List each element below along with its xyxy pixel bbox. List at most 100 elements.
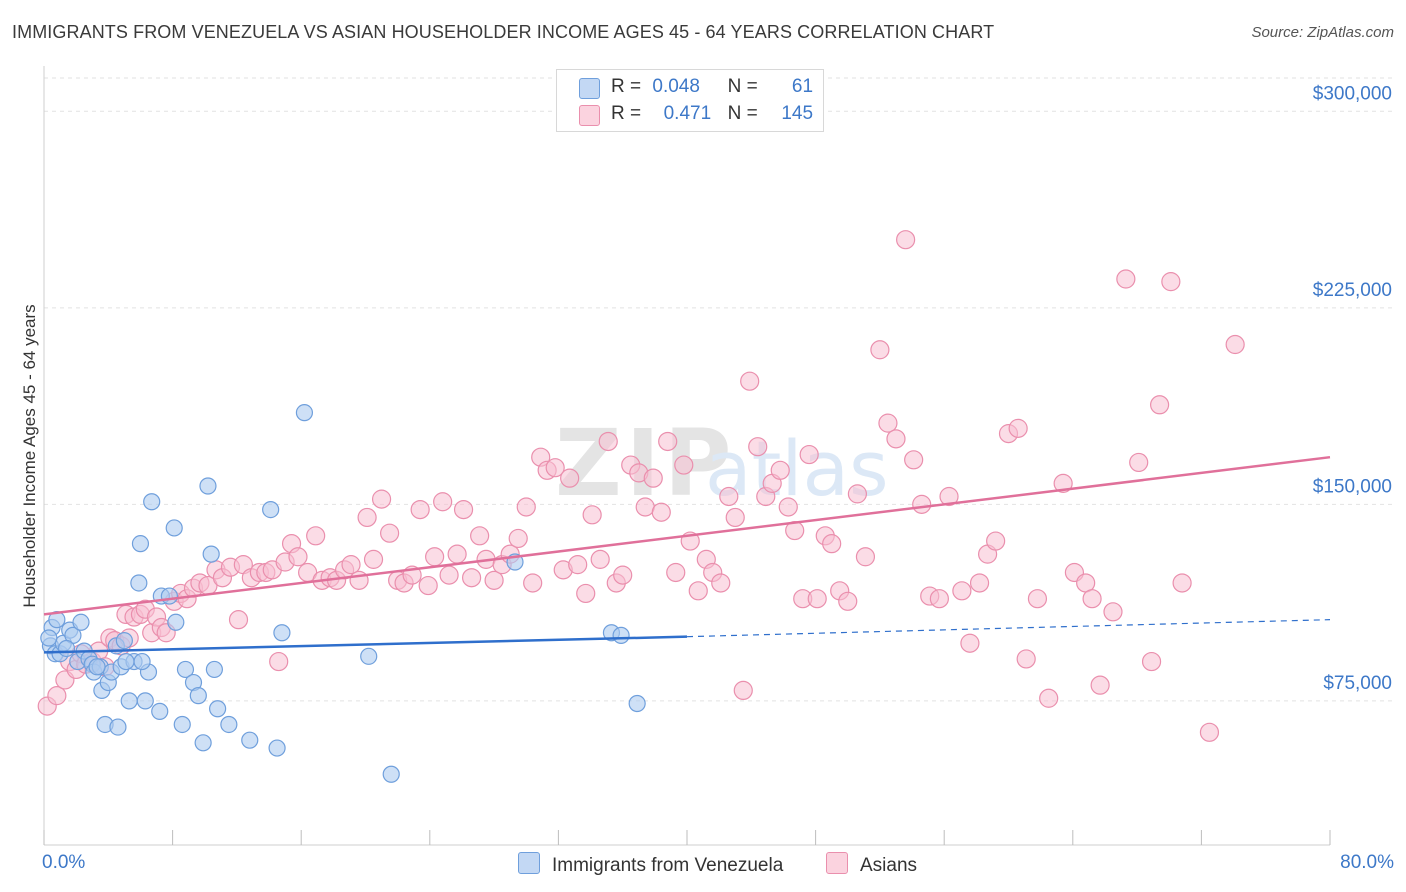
venezuela-point — [382, 765, 400, 783]
r-label: R = — [611, 103, 642, 124]
venezuela-trend-extension — [686, 619, 1331, 638]
y-tick-label: $225,000 — [1313, 280, 1392, 301]
asians-point — [461, 568, 482, 588]
venezuela-point — [115, 632, 133, 650]
asians-point — [1150, 395, 1170, 415]
asians-point — [878, 413, 898, 433]
venezuela-point — [40, 629, 58, 647]
asians-point — [674, 455, 694, 475]
asians-point — [635, 497, 655, 517]
asians-point — [1161, 272, 1181, 292]
asians-point — [711, 573, 731, 593]
r-value-asians: 0.471 — [663, 103, 712, 124]
asians-point — [1039, 688, 1059, 708]
asians-point — [740, 371, 760, 391]
venezuela-point — [241, 731, 259, 749]
asians-point — [433, 492, 453, 512]
asians-point — [748, 437, 768, 457]
asians-point — [447, 544, 467, 564]
asians-point — [733, 680, 753, 701]
asians-point — [929, 589, 949, 609]
asians-point — [590, 549, 610, 569]
asians-point — [896, 230, 916, 250]
asians-point — [658, 431, 678, 452]
venezuela-point — [199, 477, 217, 495]
asians-point — [838, 591, 858, 611]
asians-point — [1082, 589, 1102, 609]
chart-title: IMMIGRANTS FROM VENEZUELA VS ASIAN HOUSE… — [12, 22, 995, 42]
asians-point — [523, 573, 543, 593]
asians-point — [357, 507, 377, 528]
asians-point — [508, 528, 528, 549]
legend-item-venezuela: Immigrants from Venezuela — [518, 852, 783, 877]
legend-label-asians: Asians — [860, 855, 918, 876]
asians-point — [725, 507, 745, 528]
asians-point — [666, 562, 686, 583]
asians-point — [545, 458, 565, 478]
asians-point — [470, 526, 490, 546]
venezuela-point — [360, 647, 378, 665]
asians-point — [1141, 651, 1162, 672]
asians-point — [439, 565, 459, 585]
asians-point — [643, 468, 663, 488]
asians-point — [960, 633, 980, 653]
asians-point — [1225, 334, 1245, 355]
asians-point — [1129, 452, 1149, 473]
asians-point — [425, 547, 445, 567]
y-tick-label: $150,000 — [1313, 476, 1392, 497]
venezuela-point — [136, 692, 154, 710]
asians-point — [986, 531, 1006, 551]
venezuela-point — [109, 718, 127, 736]
asians-points — [37, 230, 1245, 742]
asians-point — [576, 583, 596, 604]
asians-point — [341, 555, 361, 575]
asians-point — [807, 589, 827, 609]
asians-point — [228, 610, 249, 630]
venezuela-point — [120, 692, 138, 710]
asians-point — [886, 429, 906, 449]
y-tick-label: $75,000 — [1323, 673, 1392, 694]
asians-point — [1172, 573, 1192, 593]
asians-point — [371, 489, 392, 509]
x-tick-label-min: 0.0% — [42, 852, 86, 873]
venezuela-point — [273, 624, 291, 642]
venezuela-points — [40, 404, 646, 783]
asians-point — [688, 581, 708, 601]
asians-point — [1116, 269, 1136, 289]
venezuela-point — [628, 694, 646, 713]
asians-point — [719, 486, 739, 507]
asians-point — [770, 460, 790, 480]
legend-swatch-asians — [826, 852, 848, 874]
x-tick-label-max: 80.0% — [1340, 852, 1394, 873]
asians-point — [1008, 418, 1028, 438]
y-axis-label: Householder Income Ages 45 - 64 years — [20, 304, 39, 608]
asians-point — [778, 497, 798, 517]
asians-point — [582, 505, 602, 525]
asians-point — [1199, 722, 1220, 742]
grid-lines — [44, 77, 1392, 702]
venezuela-point — [173, 715, 191, 734]
asians-point — [269, 651, 289, 672]
venezuela-point — [209, 700, 227, 718]
n-value-venezuela: 61 — [791, 76, 814, 97]
asians-point — [47, 686, 67, 706]
venezuela-point — [220, 715, 238, 734]
y-tick-labels: $75,000 $150,000 $225,000 $300,000 — [1313, 83, 1392, 694]
asians-point — [855, 547, 876, 567]
asians-point — [484, 570, 504, 590]
venezuela-point — [57, 639, 76, 658]
venezuela-point — [194, 734, 212, 752]
asians-point — [306, 526, 326, 546]
venezuela-point — [262, 500, 280, 519]
asians-point — [560, 468, 580, 488]
legend-swatch-venezuela — [518, 852, 540, 874]
n-label: N = — [727, 103, 758, 124]
venezuela-point — [72, 613, 90, 631]
asians-point — [912, 494, 932, 514]
asians-point — [1053, 473, 1073, 493]
asians-point — [363, 549, 384, 569]
venezuela-point — [268, 739, 286, 757]
stats-legend: R = 0.048 N = 61 R = 0.471 N = 145 — [556, 69, 824, 132]
y-tick-label: $300,000 — [1313, 83, 1392, 104]
